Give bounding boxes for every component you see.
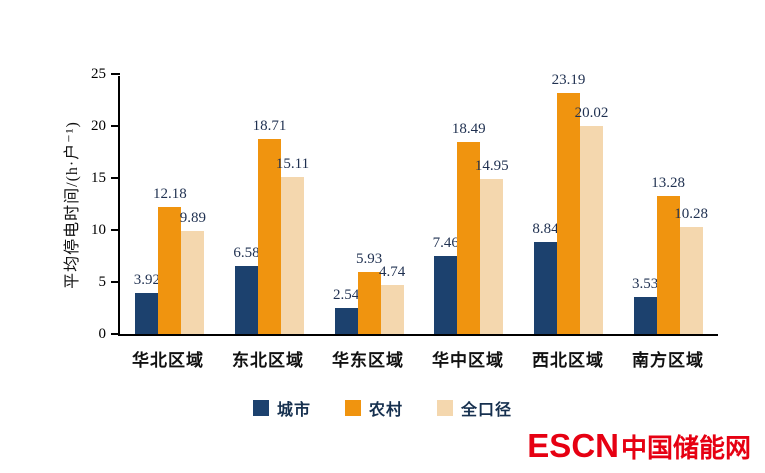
y-tick-label: 10 — [91, 222, 106, 238]
x-axis-labels: 华北区域 东北区域 华东区域 华中区域 西北区域 南方区域 — [118, 346, 718, 371]
y-tick-mark — [111, 125, 120, 127]
legend-item: 城市 — [252, 396, 311, 420]
bar-group: 7.46 18.49 14.95 — [433, 121, 509, 334]
plot-area: 0 5 10 15 20 25 3.92 12.18 9.89 6.58 18.71 15.11 2.5… — [91, 66, 718, 342]
bar-group: 6.58 18.71 15.11 — [233, 118, 309, 334]
y-tick-label: 25 — [91, 66, 106, 82]
watermark-logo: ESCN 中国储能网 — [527, 427, 751, 465]
bar-农村: 13.28 — [651, 175, 685, 334]
bar-农村: 5.93 — [356, 251, 382, 334]
x-category-label: 东北区域 — [232, 351, 304, 370]
bar-value-label: 6.58 — [233, 244, 260, 261]
bar-value-label: 12.18 — [152, 186, 187, 203]
y-axis-title: 平均停电时间/(h·户⁻¹) — [64, 121, 81, 289]
bar-农村: 18.71 — [253, 118, 286, 334]
bar-value-label: 13.28 — [651, 174, 685, 191]
x-category-label: 华中区域 — [432, 351, 504, 370]
bar-农村: 18.49 — [452, 121, 486, 334]
y-tick-label: 5 — [98, 274, 107, 290]
y-tick-label: 20 — [91, 118, 106, 134]
x-category-label: 华北区域 — [132, 351, 204, 370]
bar-全口径: 9.89 — [180, 210, 206, 334]
bar-全口径: 14.95 — [475, 158, 509, 334]
x-category-label: 南方区域 — [632, 351, 704, 370]
bar-value-label: 3.53 — [631, 276, 659, 293]
x-category-label: 华东区域 — [332, 351, 404, 370]
bar-农村: 23.19 — [552, 72, 585, 334]
bar-value-label: 7.46 — [432, 235, 459, 252]
y-tick-mark — [111, 333, 120, 335]
legend-item: 全口径 — [437, 396, 512, 420]
bar-group: 2.54 5.93 4.74 — [333, 251, 405, 334]
bar-value-label: 18.49 — [451, 120, 486, 137]
bar-value-label: 4.74 — [379, 263, 406, 280]
legend-item: 农村 — [344, 396, 403, 420]
bar-value-label: 14.95 — [474, 157, 509, 174]
bar-全口径: 20.02 — [575, 105, 608, 334]
y-tick-label: 0 — [98, 326, 107, 342]
legend-label: 城市 — [276, 402, 311, 419]
bar-value-label: 10.28 — [674, 206, 708, 223]
y-tick-mark — [111, 281, 120, 283]
bar-value-label: 23.19 — [551, 71, 586, 88]
y-tick-mark — [111, 73, 120, 75]
y-tick-mark — [111, 177, 120, 179]
bar-value-label: 20.02 — [574, 104, 609, 121]
x-category-label: 西北区域 — [532, 351, 604, 370]
bar-城市: 2.54 — [333, 287, 359, 334]
legend-swatch-icon — [344, 400, 361, 416]
legend-label: 农村 — [368, 402, 403, 419]
watermark-latin-text: ESCN — [527, 427, 619, 464]
bar-城市: 6.58 — [233, 245, 260, 334]
bar-全口径: 4.74 — [379, 264, 405, 334]
legend-label: 全口径 — [461, 402, 513, 419]
bar-农村: 12.18 — [153, 186, 187, 334]
bar-value-label: 18.71 — [252, 118, 287, 135]
legend-swatch-icon — [437, 400, 453, 416]
bar-城市: 8.84 — [532, 221, 559, 334]
y-tick-mark — [111, 229, 120, 231]
bar-value-label: 15.11 — [275, 155, 310, 172]
bar-value-label: 3.92 — [133, 272, 160, 289]
bar-全口径: 15.11 — [276, 156, 309, 334]
bar-城市: 3.92 — [134, 272, 160, 334]
chart-legend: 城市 农村 全口径 — [0, 396, 765, 420]
bar-value-label: 2.54 — [333, 286, 360, 303]
bar-城市: 7.46 — [433, 235, 459, 334]
bar-group: 3.53 13.28 10.28 — [632, 175, 708, 334]
legend-swatch-icon — [252, 400, 269, 416]
bar-value-label: 8.84 — [532, 221, 559, 238]
bar-value-label: 9.89 — [179, 210, 206, 227]
bar-城市: 3.53 — [632, 276, 658, 334]
bar-group: 8.84 23.19 20.02 — [532, 72, 608, 334]
y-tick-label: 15 — [91, 170, 106, 186]
watermark-cn-text: 中国储能网 — [620, 432, 751, 463]
bar-全口径: 10.28 — [674, 206, 708, 334]
bar-group: 3.92 12.18 9.89 — [134, 186, 206, 334]
bar-value-label: 5.93 — [356, 251, 383, 268]
